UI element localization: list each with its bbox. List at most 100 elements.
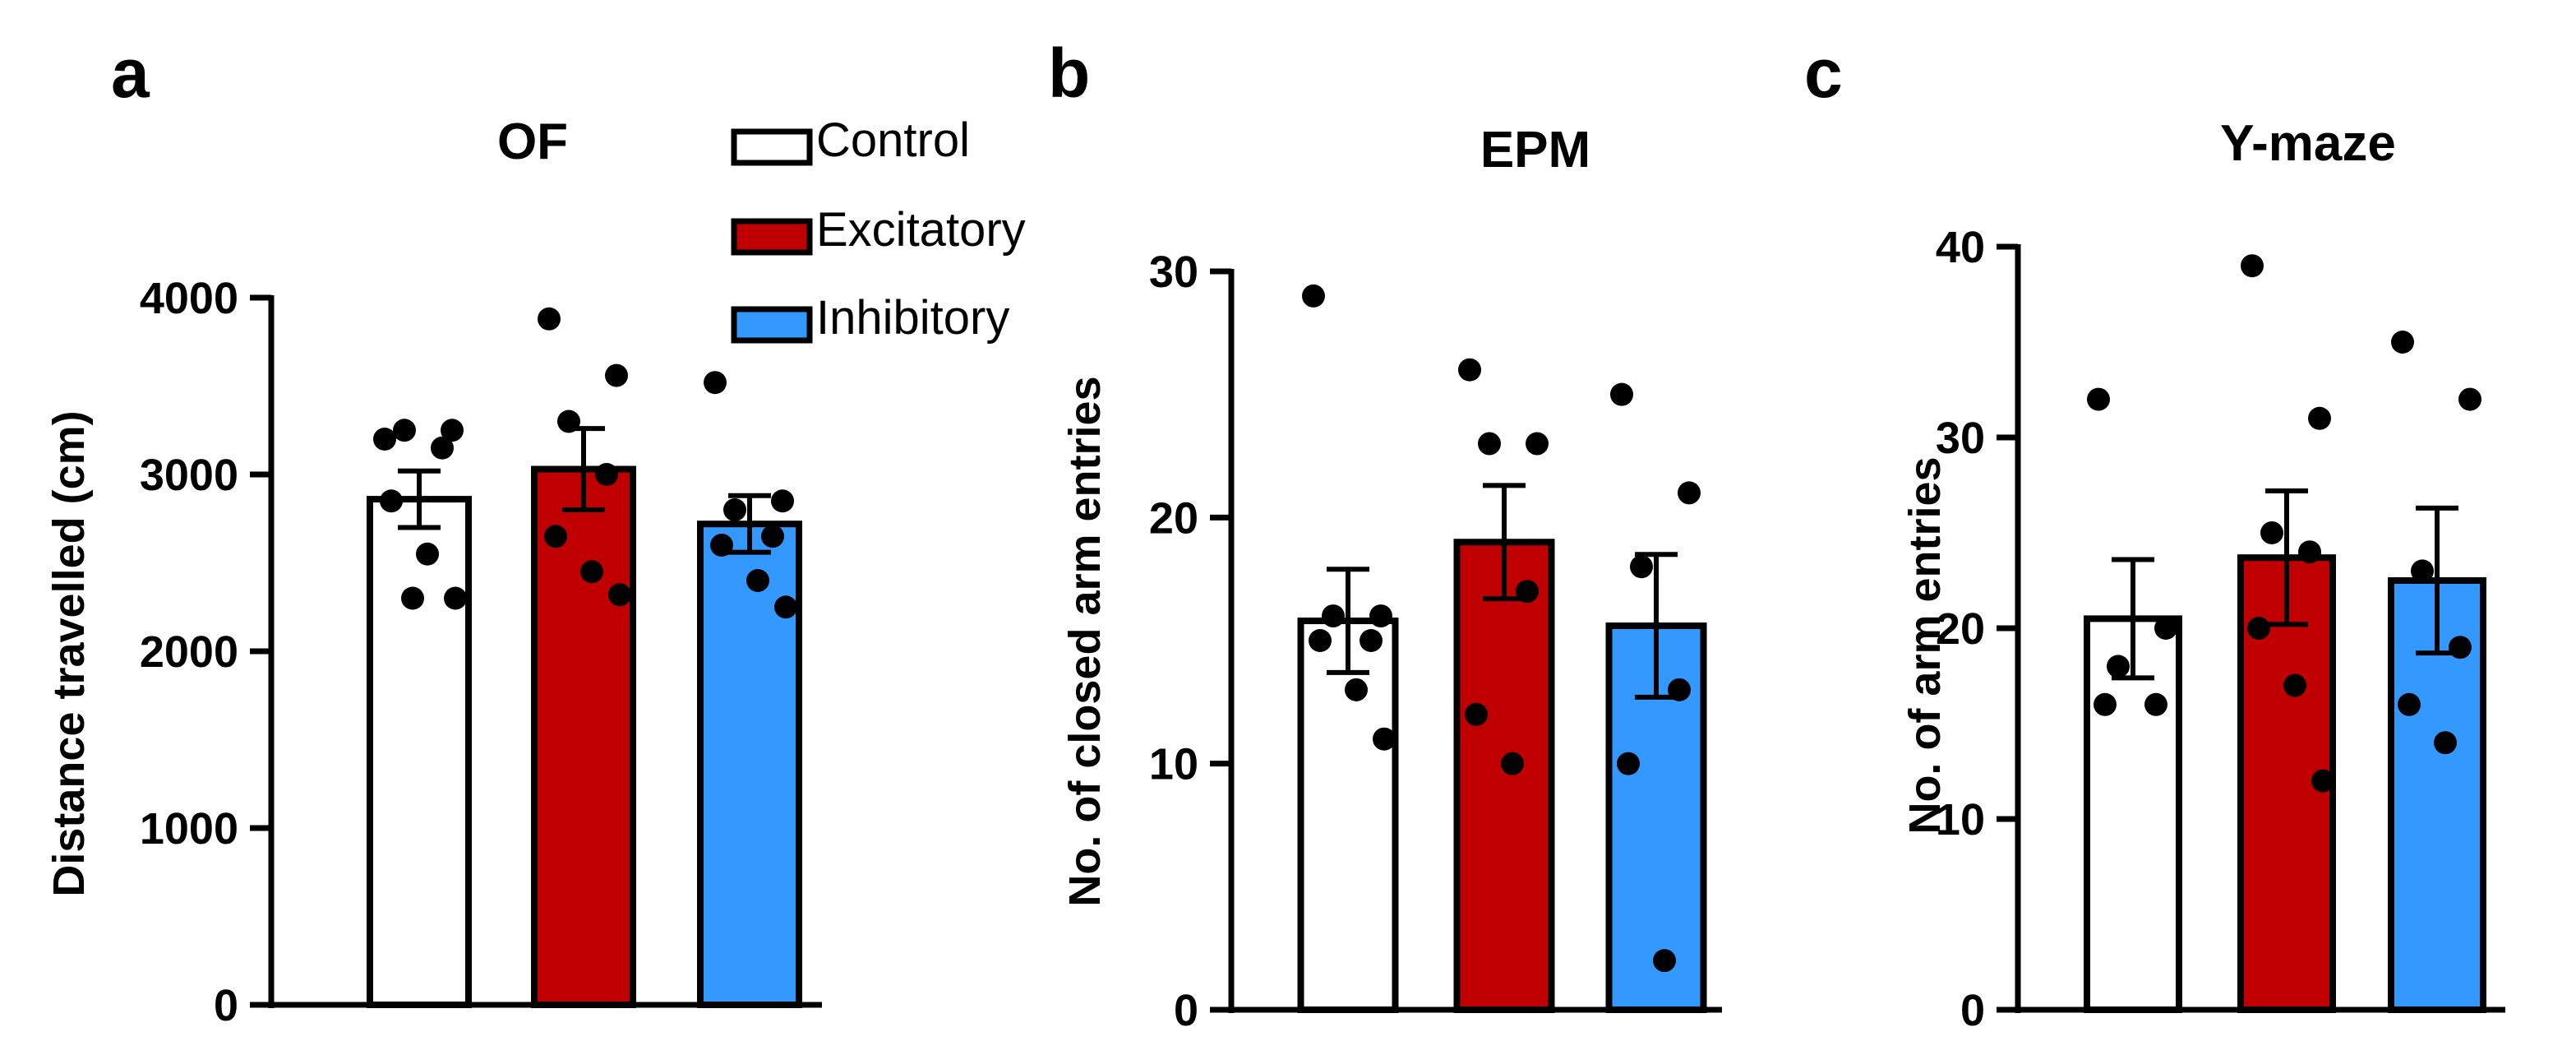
chart-b-point-inhibitory bbox=[1617, 752, 1640, 775]
chart-a-point-control bbox=[401, 586, 424, 610]
chart-c-ymaze: 0 10 20 30 40 bbox=[1936, 223, 2505, 1035]
chart-c-point-excitatory bbox=[2241, 254, 2264, 278]
chart-c-point-control bbox=[2154, 617, 2177, 640]
chart-c-point-excitatory bbox=[2283, 673, 2306, 697]
chart-c-point-excitatory bbox=[2247, 617, 2270, 640]
chart-c-point-excitatory bbox=[2311, 769, 2334, 793]
chart-c-point-inhibitory bbox=[2391, 331, 2414, 354]
chart-b-epm: 0 10 20 30 bbox=[1149, 248, 1722, 1035]
chart-b-point-inhibitory bbox=[1610, 382, 1633, 406]
chart-c-point-inhibitory bbox=[2434, 731, 2457, 755]
chart-a-errorbar-inhibitory bbox=[728, 493, 771, 555]
chart-c-point-excitatory bbox=[2308, 406, 2331, 430]
chart-b-tick-label: 20 bbox=[1149, 493, 1198, 543]
chart-b-tick-label: 30 bbox=[1149, 248, 1198, 297]
chart-b-point-excitatory bbox=[1458, 358, 1481, 382]
chart-a-point-excitatory bbox=[538, 307, 561, 331]
chart-a-tick-label: 1000 bbox=[140, 804, 238, 854]
chart-a-point-inhibitory bbox=[774, 595, 797, 619]
chart-a-point-inhibitory bbox=[771, 489, 794, 513]
chart-a-point-excitatory bbox=[595, 463, 618, 486]
chart-a-point-excitatory bbox=[580, 560, 603, 584]
chart-b-point-control bbox=[1373, 727, 1396, 751]
chart-c-errorbar-excitatory bbox=[2265, 488, 2308, 627]
chart-b-point-control bbox=[1309, 629, 1332, 652]
chart-c-point-inhibitory bbox=[2458, 387, 2481, 411]
chart-a-bar-excitatory bbox=[531, 465, 636, 1008]
chart-a-tick-label: 2000 bbox=[140, 627, 238, 677]
chart-a-tick-label: 0 bbox=[214, 981, 238, 1030]
chart-b-point-inhibitory bbox=[1630, 555, 1653, 579]
chart-a-point-inhibitory bbox=[723, 498, 746, 521]
chart-c-ylabel: No. of arm entries bbox=[1900, 456, 1950, 834]
chart-c-tick-label: 20 bbox=[1936, 604, 1985, 654]
chart-b-point-control bbox=[1369, 604, 1392, 628]
chart-c-point-excitatory bbox=[2298, 540, 2321, 564]
chart-c-tick-label: 30 bbox=[1936, 414, 1985, 463]
chart-a-point-excitatory bbox=[544, 525, 567, 548]
chart-a-point-control bbox=[444, 586, 467, 610]
chart-b-tick-label: 10 bbox=[1149, 740, 1198, 789]
chart-c-point-inhibitory bbox=[2411, 559, 2434, 583]
chart-a-ylabel: Distance travelled (cm) bbox=[44, 410, 94, 896]
chart-c-point-excitatory bbox=[2260, 521, 2283, 544]
chart-c-tick-label: 40 bbox=[1936, 223, 1985, 272]
chart-b-point-control bbox=[1302, 284, 1325, 308]
legend-swatch-control bbox=[731, 128, 813, 166]
chart-c-point-control bbox=[2094, 692, 2117, 716]
chart-a-point-control bbox=[416, 542, 439, 566]
chart-a-point-inhibitory bbox=[761, 525, 784, 548]
chart-a-point-inhibitory bbox=[710, 534, 733, 557]
chart-a-tick-label: 3000 bbox=[140, 451, 238, 500]
chart-b-point-excitatory bbox=[1478, 432, 1501, 456]
panel-c-letter: c bbox=[1804, 35, 1843, 112]
chart-c-point-control bbox=[2144, 692, 2167, 716]
chart-a-point-control bbox=[380, 489, 403, 513]
chart-b-point-excitatory bbox=[1465, 702, 1488, 726]
chart-a-title: OF bbox=[497, 113, 568, 170]
legend-label-excitatory: Excitatory bbox=[816, 203, 1026, 257]
chart-c-point-control bbox=[2087, 387, 2110, 411]
chart-a-point-excitatory bbox=[608, 583, 631, 607]
chart-b-tick-label: 0 bbox=[1174, 986, 1198, 1035]
chart-c-point-inhibitory bbox=[2449, 636, 2472, 659]
chart-a-point-control bbox=[431, 436, 454, 460]
legend-swatch-excitatory bbox=[731, 218, 813, 256]
legend-swatch-inhibitory bbox=[731, 306, 813, 344]
chart-c-bar-control bbox=[2084, 615, 2182, 1014]
panel-b-letter: b bbox=[1048, 35, 1090, 112]
chart-b-bar-control bbox=[1297, 618, 1399, 1013]
chart-a-point-excitatory bbox=[605, 363, 628, 387]
chart-b-ylabel: No. of closed arm entries bbox=[1060, 376, 1110, 906]
chart-c-tick-label: 10 bbox=[1936, 795, 1985, 844]
chart-b-point-excitatory bbox=[1516, 580, 1539, 604]
chart-a-point-inhibitory bbox=[746, 569, 769, 592]
chart-a-errorbar-control bbox=[398, 468, 441, 530]
chart-a-bar-control bbox=[367, 496, 472, 1008]
chart-b-bar-excitatory bbox=[1453, 539, 1555, 1013]
chart-a-point-control bbox=[393, 419, 416, 442]
chart-a-point-control bbox=[373, 428, 396, 451]
chart-b-point-inhibitory bbox=[1653, 949, 1676, 973]
chart-b-point-control bbox=[1345, 678, 1368, 701]
legend-label-control: Control bbox=[816, 113, 970, 167]
chart-a-of: 0 1000 2000 3000 4000 bbox=[140, 274, 822, 1030]
chart-b-title: EPM bbox=[1480, 122, 1590, 178]
chart-b-point-control bbox=[1360, 629, 1383, 652]
legend: Control Excitatory Inhibitory bbox=[731, 113, 1026, 345]
chart-b-point-inhibitory bbox=[1668, 678, 1691, 701]
chart-a-tick-label: 4000 bbox=[140, 274, 238, 323]
chart-c-point-control bbox=[2107, 655, 2130, 678]
chart-b-point-inhibitory bbox=[1678, 481, 1701, 505]
chart-a-point-control bbox=[441, 419, 464, 442]
chart-c-tick-label: 0 bbox=[1960, 986, 1985, 1035]
chart-b-point-control bbox=[1322, 604, 1345, 628]
panel-a-letter: a bbox=[111, 35, 150, 112]
chart-b-point-excitatory bbox=[1526, 432, 1549, 456]
chart-c-point-inhibitory bbox=[2398, 692, 2421, 716]
chart-a-point-excitatory bbox=[557, 410, 580, 433]
chart-b-point-excitatory bbox=[1501, 752, 1524, 775]
chart-b-errorbar-control bbox=[1327, 567, 1369, 675]
chart-a-point-inhibitory bbox=[704, 371, 727, 395]
